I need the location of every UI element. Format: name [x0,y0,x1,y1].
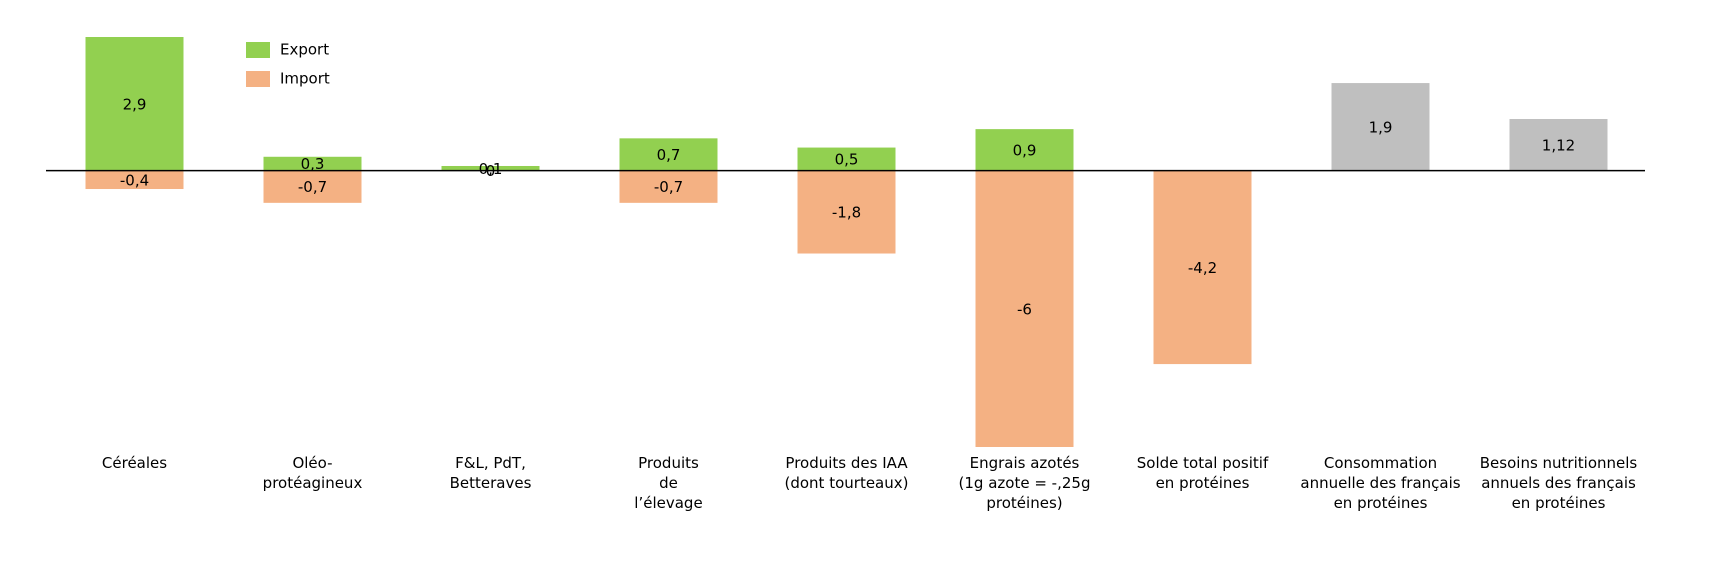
value-label: 1,9 [1369,118,1393,136]
value-label: -4,2 [1188,259,1217,277]
value-label: 1,12 [1542,136,1575,154]
value-label: -0,4 [120,171,149,189]
bar [263,170,362,203]
x-tick-label: Solde total positif en protéines [1137,454,1269,492]
value-label: -1,8 [832,204,861,222]
bar [1153,170,1252,365]
x-tick-label: Consommation annuelle des français en prot… [1300,454,1460,512]
bar [797,170,896,254]
bar [975,170,1074,447]
bar [1509,119,1608,171]
x-tick-label: Céréales [102,454,167,472]
bar [619,138,718,171]
bar [85,37,184,171]
value-label: 2,9 [123,95,147,113]
bar [85,170,184,190]
value-label: 0,5 [835,151,859,169]
x-tick-label: Engrais azotés (1g azote = -,25g protéines… [959,454,1091,512]
value-label: 0,9 [1013,141,1037,159]
bar [263,156,362,171]
x-tick-label: Besoins nutritionnels annuels des françai… [1480,454,1638,512]
x-tick-label: F&L, PdT, Betteraves [450,454,532,492]
bar [619,170,718,203]
x-tick-label: Produits des IAA (dont tourteaux) [785,454,909,492]
x-tick-label: Produits de l’élevage [634,454,702,512]
legend-swatch [246,71,270,87]
value-label: -0,7 [298,178,327,196]
legend-label: Export [280,41,329,59]
value-label: 0,1 [479,160,503,178]
value-label: -0,7 [654,178,683,196]
bar [1331,83,1430,171]
x-tick-label: Oléo-protéagineux [263,454,363,492]
legend-swatch [246,42,270,58]
bar [441,165,540,171]
value-label: 0,3 [301,155,325,173]
value-label: 0,7 [657,146,681,164]
value-label: -6 [1017,300,1032,318]
legend-label: Import [280,70,330,88]
bar [797,147,896,171]
bar [975,129,1074,171]
